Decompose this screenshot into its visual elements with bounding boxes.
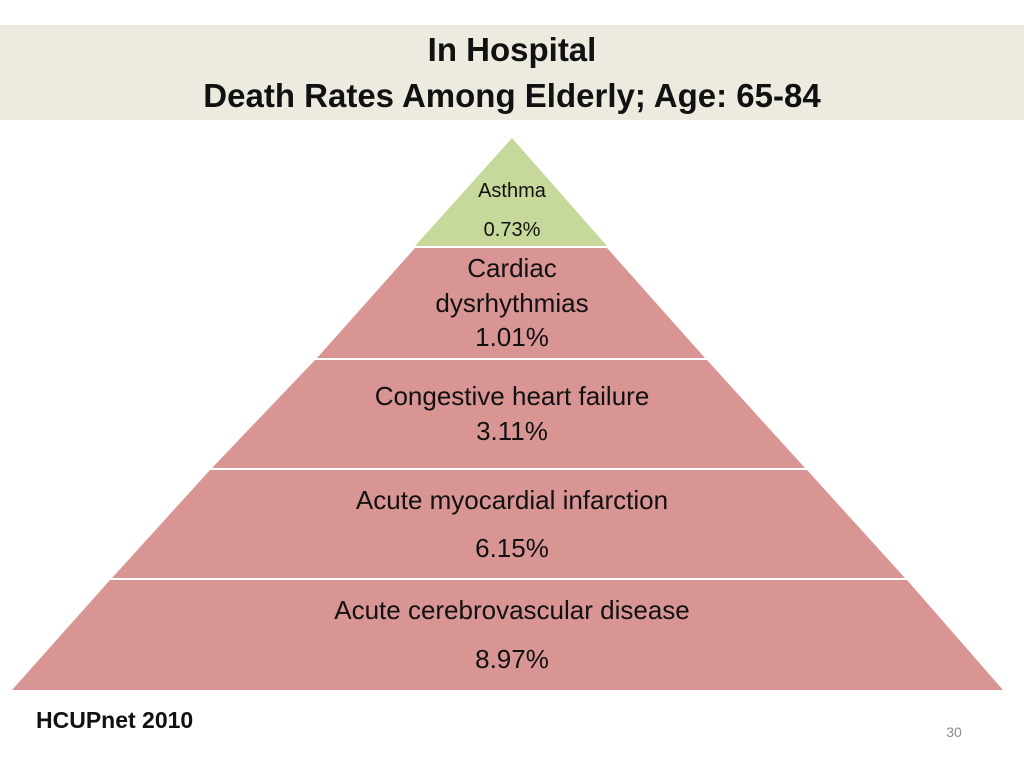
chf-value: 3.11% — [476, 416, 548, 446]
ami-label: Acute myocardial infarction — [355, 485, 669, 515]
pyramid-level-acute-myocardial-infarction — [112, 470, 905, 578]
title-band: In Hospital Death Rates Among Elderly; A… — [0, 25, 1024, 120]
title-line-1: In Hospital — [427, 31, 597, 68]
pyramid-level-asthma — [415, 138, 607, 246]
acd-label: Acute cerebrovascular disease — [334, 595, 690, 625]
chf-label: Congestive heart failure — [374, 381, 650, 411]
pyramid-level-acute-cerebrovascular-disease — [12, 580, 1003, 690]
cardiac-label-line-1: Cardiac — [467, 253, 557, 283]
asthma-value: 0.73% — [483, 219, 541, 241]
acd-value: 8.97% — [475, 644, 549, 674]
source-label: HCUPnet 2010 — [36, 707, 194, 733]
cardiac-value: 1.01% — [475, 322, 549, 352]
pyramid-level-congestive-heart-failure — [212, 360, 805, 468]
ami-value: 6.15% — [475, 533, 549, 563]
title-line-2: Death Rates Among Elderly; Age: 65-84 — [203, 77, 821, 114]
page-number: 30 — [946, 724, 962, 740]
pyramid-level-cardiac-dysrhythmias — [317, 248, 705, 358]
cardiac-label-line-2: dysrhythmias — [435, 288, 589, 318]
asthma-label: Asthma — [478, 180, 546, 202]
